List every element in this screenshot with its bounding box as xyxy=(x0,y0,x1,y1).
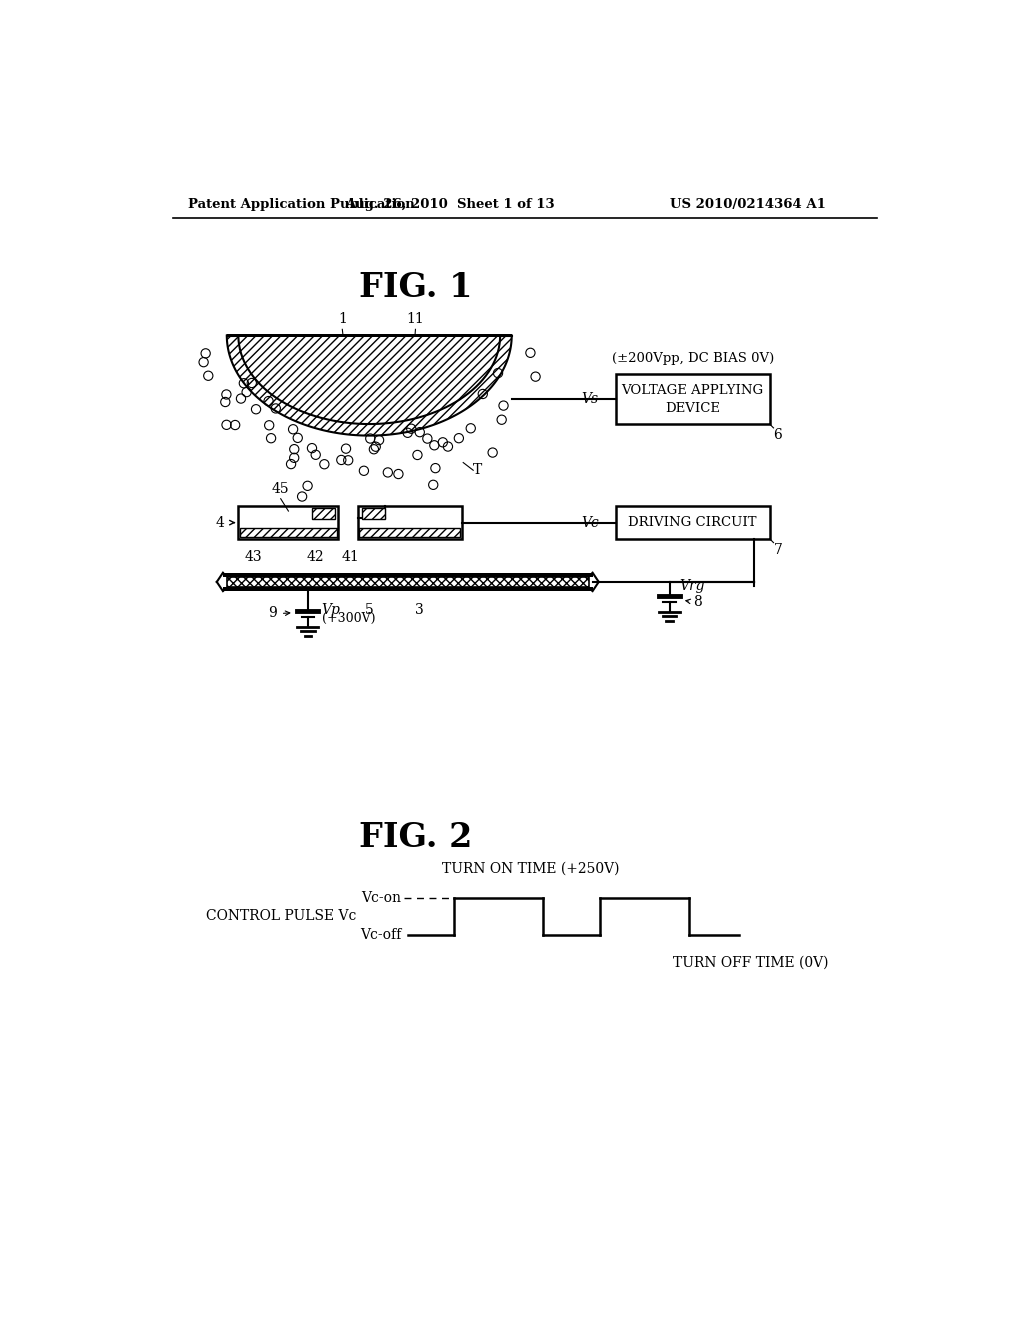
Text: FIG. 2: FIG. 2 xyxy=(358,821,472,854)
Bar xyxy=(615,374,770,424)
Text: DEVICE: DEVICE xyxy=(666,403,720,416)
Text: 7: 7 xyxy=(773,543,782,557)
Bar xyxy=(357,507,462,539)
Text: TURN OFF TIME (0V): TURN OFF TIME (0V) xyxy=(673,956,828,970)
Bar xyxy=(223,573,593,577)
Bar xyxy=(361,508,385,519)
Bar xyxy=(359,528,460,537)
Text: FIG. 1: FIG. 1 xyxy=(358,272,472,305)
Polygon shape xyxy=(226,335,512,436)
Text: 5: 5 xyxy=(365,603,374,616)
Text: 42: 42 xyxy=(306,549,325,564)
Text: (+300V): (+300V) xyxy=(322,612,375,626)
Text: (±200Vpp, DC BIAS 0V): (±200Vpp, DC BIAS 0V) xyxy=(611,351,774,364)
Bar xyxy=(615,507,770,539)
Text: 43: 43 xyxy=(245,549,262,564)
Text: 1: 1 xyxy=(338,313,347,326)
Bar xyxy=(226,577,589,587)
Text: 3: 3 xyxy=(415,603,424,616)
Bar xyxy=(223,587,593,591)
Text: 8: 8 xyxy=(692,594,701,609)
Bar xyxy=(311,508,335,519)
Text: US 2010/0214364 A1: US 2010/0214364 A1 xyxy=(670,198,825,211)
Text: 4: 4 xyxy=(216,516,224,529)
Text: Vs: Vs xyxy=(582,392,599,407)
Text: VOLTAGE APPLYING: VOLTAGE APPLYING xyxy=(622,384,764,397)
Text: Patent Application Publication: Patent Application Publication xyxy=(188,198,415,211)
Text: 45: 45 xyxy=(272,482,290,496)
Text: Vrg: Vrg xyxy=(679,579,705,593)
Text: 9: 9 xyxy=(268,606,276,620)
Text: DRIVING CIRCUIT: DRIVING CIRCUIT xyxy=(629,516,757,529)
Text: CONTROL PULSE Vc: CONTROL PULSE Vc xyxy=(206,909,356,923)
Text: Vc-on: Vc-on xyxy=(361,891,401,904)
Text: Vc: Vc xyxy=(581,516,599,529)
Text: TURN ON TIME (+250V): TURN ON TIME (+250V) xyxy=(442,862,620,876)
Text: T: T xyxy=(473,463,482,478)
Text: 6: 6 xyxy=(773,428,782,442)
Text: 11: 11 xyxy=(407,313,424,326)
Text: 41: 41 xyxy=(341,549,358,564)
Text: Vp: Vp xyxy=(322,603,340,616)
Text: Aug. 26, 2010  Sheet 1 of 13: Aug. 26, 2010 Sheet 1 of 13 xyxy=(345,198,555,211)
Bar xyxy=(239,507,339,539)
Bar xyxy=(240,528,337,537)
Text: Vc-off: Vc-off xyxy=(360,928,401,941)
